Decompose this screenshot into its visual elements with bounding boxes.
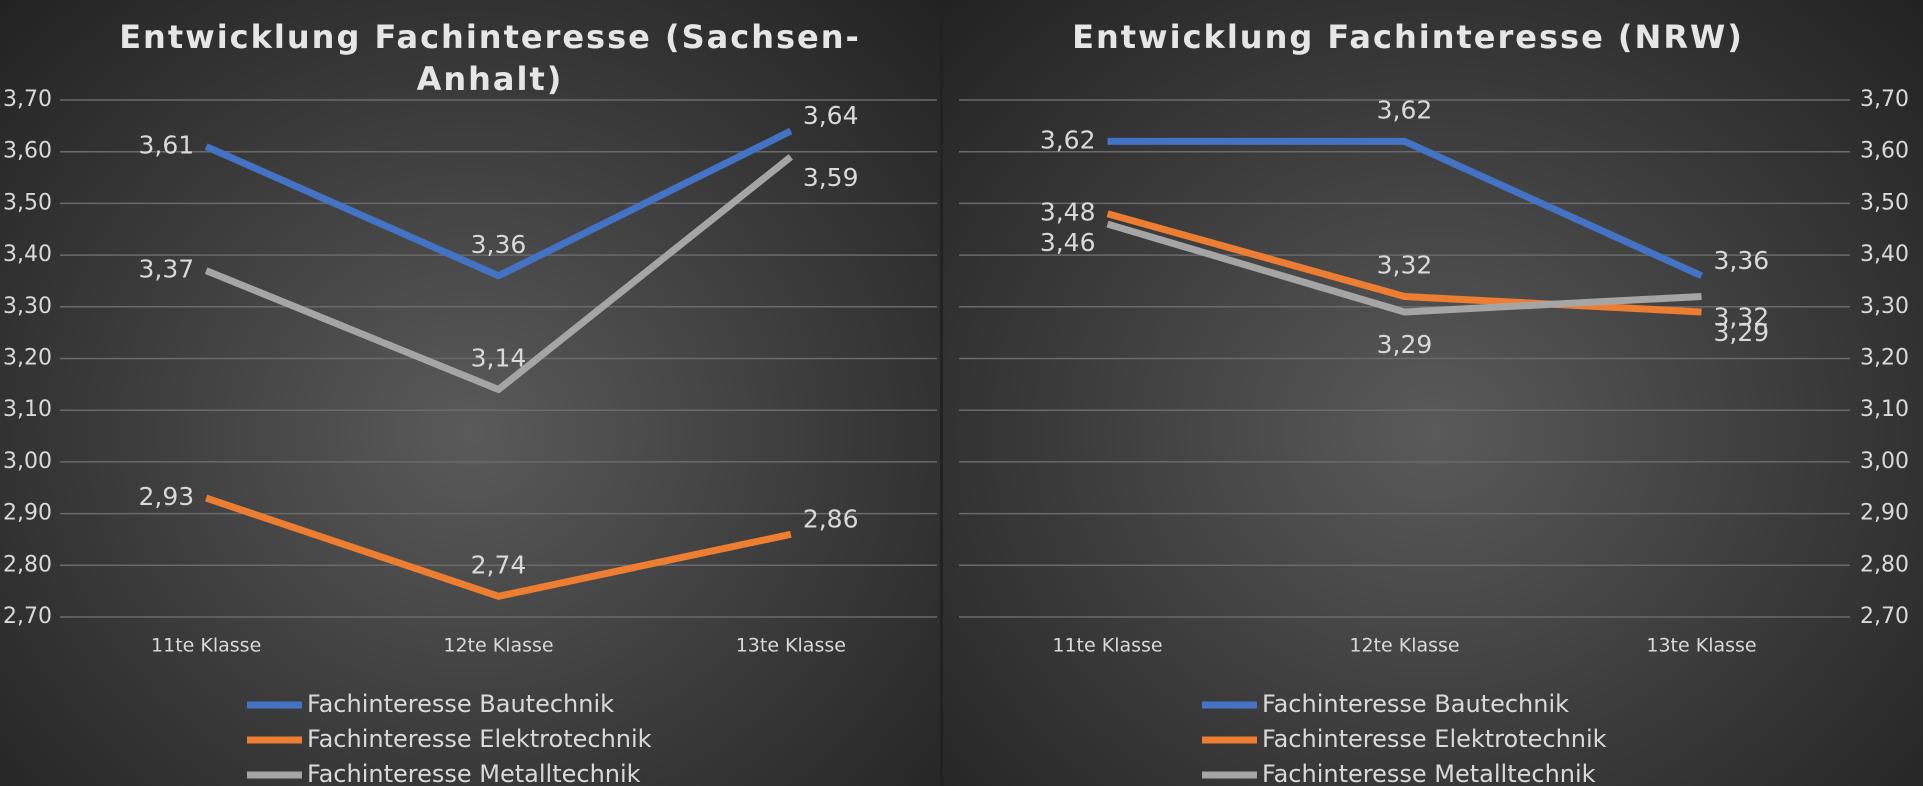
series-line xyxy=(1106,220,1702,316)
series-line xyxy=(204,154,794,394)
y-tick-label: 2,90 xyxy=(3,501,52,526)
data-label: 2,74 xyxy=(471,550,527,579)
chart: 2,70 2,80 2,90 3,00 3,10 3,20 3,30 3,40 3,50 3,60… xyxy=(3,87,937,786)
series-line xyxy=(1107,137,1703,279)
data-label: 3,48 xyxy=(1040,198,1096,227)
y-tick-label: 3,00 xyxy=(3,449,52,474)
chart-panel: Entwicklung Fachinteresse (NRW) 2,70 2,80… xyxy=(943,0,1923,786)
x-tick-label: 13te Klasse xyxy=(1646,635,1756,657)
y-tick-label: 2,70 xyxy=(3,604,52,629)
y-tick-label: 3,40 xyxy=(1860,242,1909,267)
data-label: 3,36 xyxy=(1714,246,1770,275)
legend-label: Fachinteresse Metalltechnik xyxy=(1262,760,1596,786)
data-label: 3,59 xyxy=(803,163,859,192)
legend-label: Fachinteresse Bautechnik xyxy=(307,690,614,718)
x-tick-label: 11te Klasse xyxy=(151,635,261,657)
data-label: 3,37 xyxy=(138,255,194,284)
chart: 2,70 2,80 2,90 3,00 3,10 3,20 3,30 3,40 3,50 3,60… xyxy=(959,87,1909,786)
data-label: 3,62 xyxy=(1377,95,1433,124)
y-tick-label: 3,20 xyxy=(1860,346,1909,371)
data-label: 2,93 xyxy=(138,482,194,511)
data-label: 2,86 xyxy=(803,504,859,533)
y-tick-label: 3,40 xyxy=(3,242,52,267)
series-line xyxy=(205,494,792,600)
data-label: 3,14 xyxy=(471,344,527,373)
y-tick-label: 3,50 xyxy=(1860,190,1909,215)
data-label: 3,29 xyxy=(1714,318,1770,347)
chart-title: Entwicklung Fachinteresse (Sachsen-Anhal… xyxy=(119,18,861,98)
data-label: 3,64 xyxy=(803,101,859,130)
chart-title: Entwicklung Fachinteresse (NRW) xyxy=(1072,18,1744,56)
y-tick-label: 3,00 xyxy=(1860,449,1909,474)
x-tick-label: 12te Klasse xyxy=(1349,635,1459,657)
data-label: 3,36 xyxy=(471,230,527,259)
data-label: 3,46 xyxy=(1040,228,1096,257)
legend-label: Fachinteresse Elektrotechnik xyxy=(307,725,652,753)
data-label: 3,32 xyxy=(1377,250,1433,279)
y-tick-label: 3,10 xyxy=(3,397,52,422)
data-label: 3,62 xyxy=(1040,125,1096,154)
series-line xyxy=(1106,210,1702,316)
y-tick-label: 3,70 xyxy=(3,87,52,112)
x-tick-label: 12te Klasse xyxy=(443,635,553,657)
y-tick-label: 2,80 xyxy=(1860,552,1909,577)
y-tick-label: 3,60 xyxy=(3,139,52,164)
legend-label: Fachinteresse Elektrotechnik xyxy=(1262,725,1607,753)
y-tick-label: 3,10 xyxy=(1860,397,1909,422)
y-tick-label: 3,20 xyxy=(3,346,52,371)
data-label: 3,32 xyxy=(1714,302,1770,331)
y-tick-label: 2,90 xyxy=(1860,501,1909,526)
x-tick-label: 13te Klasse xyxy=(736,635,846,657)
y-tick-label: 3,30 xyxy=(3,294,52,319)
data-label: 3,29 xyxy=(1377,330,1433,359)
y-tick-label: 3,30 xyxy=(1860,294,1909,319)
series-line xyxy=(204,127,793,280)
y-tick-label: 2,80 xyxy=(3,552,52,577)
y-tick-label: 3,50 xyxy=(3,190,52,215)
legend-label: Fachinteresse Metalltechnik xyxy=(307,760,641,786)
legend-label: Fachinteresse Bautechnik xyxy=(1262,690,1569,718)
y-tick-label: 2,70 xyxy=(1860,604,1909,629)
y-tick-label: 3,60 xyxy=(1860,139,1909,164)
chart-panel: Entwicklung Fachinteresse (Sachsen-Anhal… xyxy=(0,0,940,786)
x-tick-label: 11te Klasse xyxy=(1052,635,1162,657)
y-tick-label: 3,70 xyxy=(1860,87,1909,112)
data-label: 3,61 xyxy=(138,131,194,160)
